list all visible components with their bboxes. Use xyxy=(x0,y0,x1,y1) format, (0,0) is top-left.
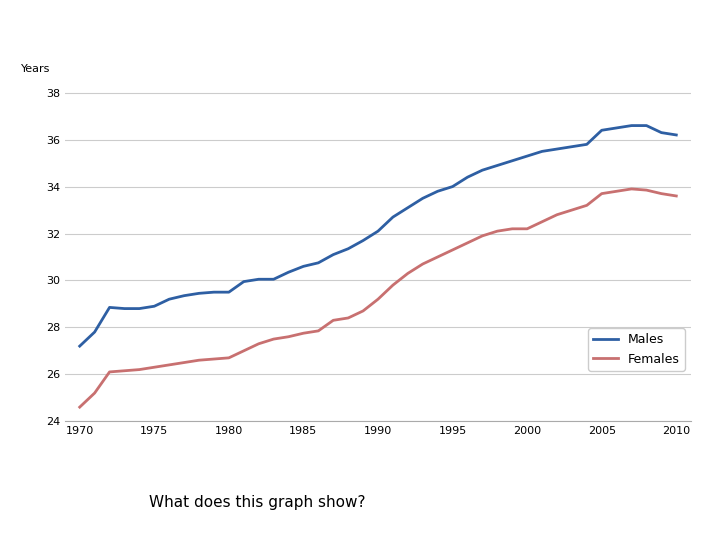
Text: Age of Marriage: Age of Marriage xyxy=(15,28,266,56)
Text: TASK: TASK xyxy=(16,490,104,519)
Legend: Males, Females: Males, Females xyxy=(588,328,685,371)
Text: Years: Years xyxy=(21,64,50,74)
Text: What does this graph show?: What does this graph show? xyxy=(148,495,365,510)
